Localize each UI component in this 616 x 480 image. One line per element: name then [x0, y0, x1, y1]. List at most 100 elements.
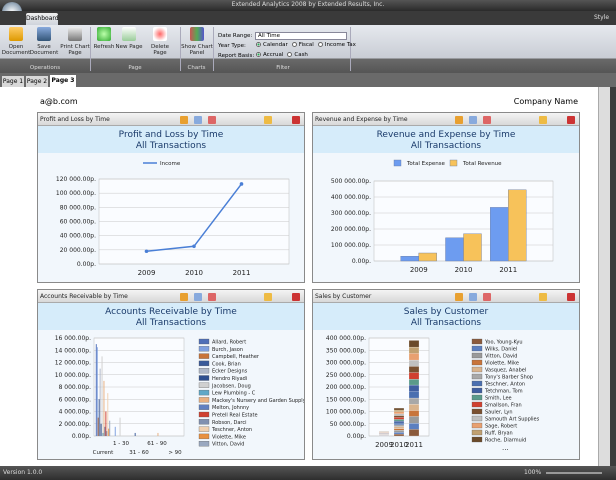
legend-label: Campbell, Heather	[212, 354, 260, 360]
y-tick-label: 350 000.00р.	[326, 347, 366, 354]
panel-icon[interactable]	[292, 293, 300, 301]
legend-label: Teschner, Anton	[484, 382, 525, 388]
panel-icon[interactable]	[567, 116, 575, 124]
bar-segment	[408, 346, 420, 354]
title-band	[38, 126, 304, 153]
legend-swatch	[198, 389, 210, 396]
panel-icon[interactable]	[469, 293, 477, 301]
legend-label: Hendro Riyadi	[212, 376, 247, 382]
legend-swatch	[471, 394, 483, 401]
panel-icon[interactable]	[455, 293, 463, 301]
legend-swatch	[198, 338, 210, 345]
group-label: Filter	[276, 65, 290, 71]
legend-label: Lew Plumbing - C	[212, 391, 256, 397]
panel-icon[interactable]	[264, 293, 272, 301]
bar-segment	[408, 391, 420, 399]
panel-icon[interactable]	[539, 293, 547, 301]
panel-icon[interactable]	[539, 116, 547, 124]
panel-icon[interactable]	[483, 293, 491, 301]
bar	[418, 252, 437, 262]
style-menu[interactable]: Style	[594, 14, 610, 21]
panel-icon[interactable]	[180, 293, 188, 301]
chart-title: Profit and Loss by Time	[119, 130, 224, 140]
panel-icon[interactable]	[194, 116, 202, 124]
radio[interactable]	[317, 42, 323, 47]
radio[interactable]	[256, 42, 261, 47]
zoom-slider[interactable]	[546, 472, 602, 474]
y-tick-label: 2 000.00р.	[59, 421, 92, 428]
legend-label: Jacobsen, Doug	[211, 383, 251, 389]
chart-title: Revenue and Expense by Time	[377, 130, 516, 140]
legend-swatch	[198, 404, 210, 410]
bar-segment	[393, 428, 405, 431]
panel-icon[interactable]	[180, 116, 188, 124]
ribbon-button[interactable]: Save Document	[29, 27, 59, 56]
page-tab[interactable]: Page 2	[26, 76, 48, 87]
bar-segment	[393, 426, 405, 429]
legend-label: Vitton, David	[485, 354, 517, 360]
button-label: Refresh	[93, 44, 115, 50]
x-tick-label: 2009	[410, 266, 428, 274]
ribbon-button[interactable]: Print Chart Page	[59, 27, 91, 56]
bar	[134, 432, 136, 436]
bar	[400, 255, 419, 262]
bar-segment	[393, 433, 405, 437]
legend-swatch	[471, 373, 483, 380]
bar	[463, 233, 482, 262]
x-tick-label: 2011	[233, 269, 251, 277]
radio-label: Income Tax	[324, 42, 356, 48]
panel-icon[interactable]	[567, 293, 575, 301]
ribbon-button[interactable]: New Page	[114, 27, 144, 50]
y-tick-label: 400 000.00р.	[326, 335, 366, 342]
legend-swatch	[471, 380, 483, 387]
group-separator	[90, 27, 91, 71]
legend-label: Wilks, Daniel	[485, 347, 517, 353]
bar-segment	[408, 404, 420, 411]
bar	[108, 428, 110, 436]
bar	[102, 432, 104, 436]
panel-icon[interactable]	[194, 293, 202, 301]
legend-label: Total Expense	[406, 161, 446, 167]
panel-icon[interactable]	[469, 116, 477, 124]
button-label: Open Document	[1, 44, 31, 56]
y-tick-label: 12 000.00р.	[55, 360, 91, 367]
page-tab[interactable]: Page 1	[2, 76, 24, 87]
panel-icon[interactable]	[208, 116, 216, 124]
date-range-dropdown[interactable]: All Time	[255, 32, 347, 40]
ribbon-button[interactable]: Show Chart Panel	[181, 27, 213, 56]
bar	[98, 399, 100, 436]
ribbon-button[interactable]: Refresh	[89, 27, 119, 50]
panel-icon[interactable]	[455, 116, 463, 124]
chart-panel: Sales by Customer Sales by Customer All Tr…	[312, 289, 580, 460]
y-tick-label: 40 000.00р.	[60, 233, 96, 240]
bar-segment	[408, 353, 420, 361]
legend-swatch	[471, 338, 483, 345]
panel-title: Revenue and Expense by Time	[315, 116, 408, 123]
bar-segment	[408, 384, 420, 392]
panel-icon[interactable]	[264, 116, 272, 124]
bar	[100, 423, 102, 436]
page-tab[interactable]: Page 3	[50, 75, 76, 87]
legend-swatch	[198, 411, 210, 418]
ribbon-button[interactable]: Delete Page	[145, 27, 175, 56]
bar-segment	[393, 413, 405, 416]
y-tick-label: 0.00р.	[77, 261, 96, 268]
panel-icon[interactable]	[483, 116, 491, 124]
panel-icon[interactable]	[292, 116, 300, 124]
bar-segment	[408, 366, 420, 373]
panel-icon[interactable]	[208, 293, 216, 301]
button-label: Delete Page	[150, 44, 170, 56]
x-tick-label: 1 - 30	[113, 441, 129, 447]
ribbon-tab[interactable]: Dashboard	[26, 13, 59, 25]
radio[interactable]	[291, 42, 297, 47]
filter-label: Year Type:	[218, 43, 246, 49]
bar	[508, 189, 527, 262]
bar-segment	[408, 416, 420, 424]
chart-panel: Revenue and Expense by Time Revenue and E…	[312, 112, 580, 283]
scrollbar[interactable]	[598, 87, 610, 466]
radio[interactable]	[256, 52, 261, 57]
ribbon-button[interactable]: Open Document	[1, 27, 31, 56]
radio[interactable]	[287, 52, 293, 57]
window-title: Extended Analytics 2008 by Extended Resu…	[231, 1, 385, 8]
